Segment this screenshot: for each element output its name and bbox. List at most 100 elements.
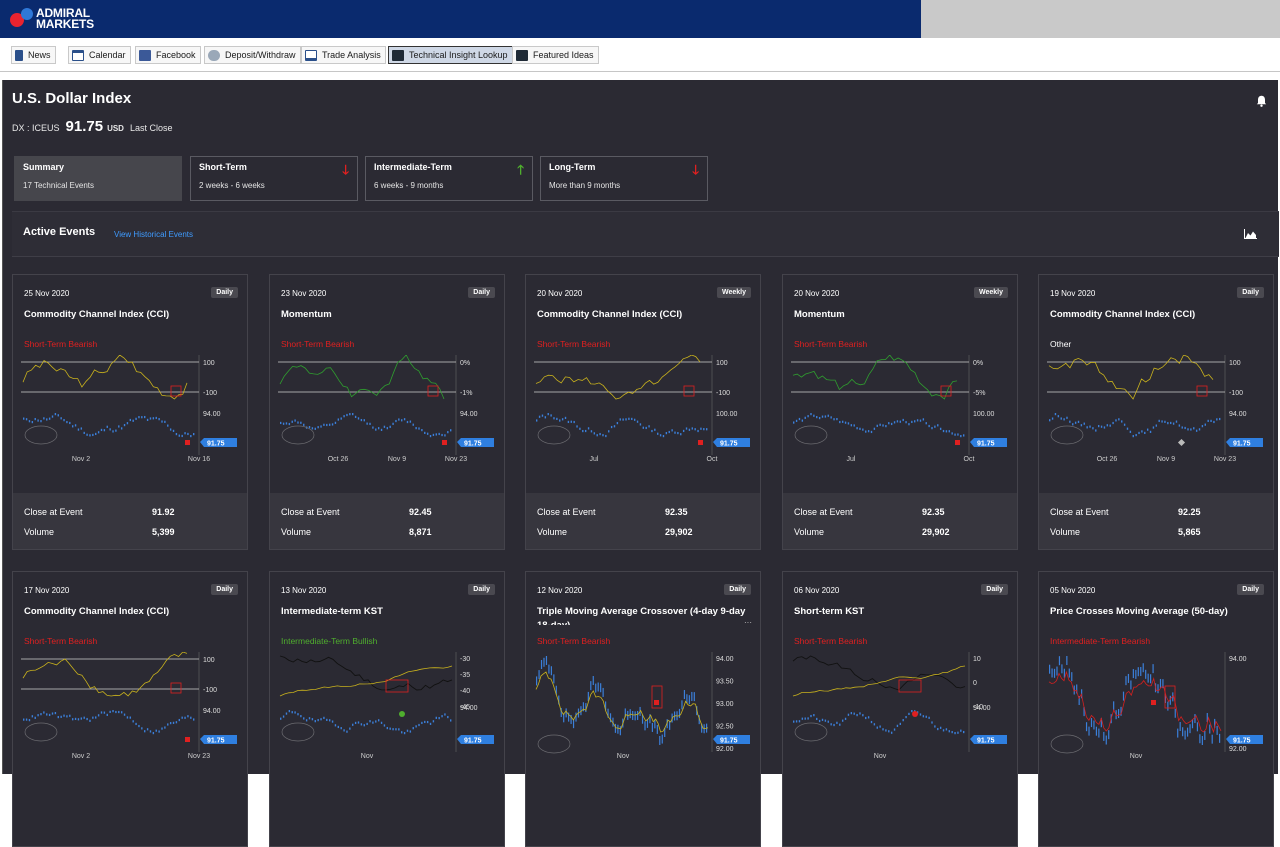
price-bar [824, 415, 827, 418]
event-title: Commodity Channel Index (CCI) [1050, 309, 1196, 320]
price-bar [349, 727, 351, 730]
last-price-label: 91.75 [464, 441, 482, 448]
price-bar [706, 428, 708, 431]
trade-analysis-button[interactable]: Trade Analysis [301, 46, 386, 64]
volume-value: 29,902 [665, 527, 693, 537]
last-price-tag [457, 438, 494, 447]
view-historical-events-link[interactable]: View Historical Events [114, 230, 193, 239]
calendar-button[interactable]: Calendar [68, 46, 131, 64]
event-card[interactable]: 19 Nov 2020 Daily Commodity Channel Index … [1038, 274, 1274, 550]
tab-summary[interactable]: Summary 17 Technical Events [14, 156, 182, 201]
x-tick-label: Nov 2 [72, 753, 90, 760]
price-bar [1072, 423, 1074, 426]
price-bar [813, 714, 815, 717]
price-bar [138, 724, 140, 728]
price-bar [659, 736, 661, 745]
price-bar [659, 434, 662, 437]
price-bar [677, 431, 679, 435]
price-bar [340, 727, 342, 730]
event-card[interactable]: 23 Nov 2020 Daily Momentum Short-Term Beari… [269, 274, 505, 550]
price-bar [899, 420, 902, 423]
price-bar [377, 427, 380, 430]
featured-ideas-button[interactable]: Featured Ideas [512, 46, 599, 64]
price-tick-label: 94.00 [203, 411, 221, 418]
event-title: Commodity Channel Index (CCI) [24, 309, 170, 320]
trade-analysis-label: Trade Analysis [322, 50, 381, 60]
price-bar [1216, 725, 1218, 735]
price-bar [314, 720, 316, 723]
price-bar [850, 424, 853, 427]
price-bar [406, 420, 409, 424]
price-bar [888, 422, 890, 425]
price-bar [323, 423, 325, 426]
price-bar [1063, 418, 1065, 421]
price-bar [57, 414, 59, 417]
price-bar [28, 420, 31, 423]
bell-icon[interactable] [1256, 95, 1267, 107]
price-bar [337, 418, 340, 421]
price-bar [882, 728, 884, 731]
event-card[interactable]: 20 Nov 2020 Weekly Momentum Short-Term Bear… [782, 274, 1018, 550]
price-bar [334, 724, 337, 727]
price-bar [155, 729, 157, 732]
price-bar [167, 424, 169, 427]
price-bar [184, 716, 186, 719]
watermark-logo [1050, 425, 1084, 445]
watermark-logo [794, 425, 828, 445]
tab-short-term[interactable]: Short-Term 2 weeks - 6 weeks 🡓 [190, 156, 358, 201]
x-tick-label: Nov [874, 753, 887, 760]
event-card[interactable]: 17 Nov 2020 Daily Commodity Channel Index … [12, 571, 248, 847]
price-bar [294, 419, 296, 422]
admiral-markets-logo[interactable]: ADMIRAL MARKETS [8, 6, 94, 32]
price-bar [1083, 707, 1085, 717]
tab-long-term[interactable]: Long-Term More than 9 months 🡓 [540, 156, 708, 201]
price-bar [685, 427, 688, 430]
event-card[interactable]: 20 Nov 2020 Weekly Commodity Channel Index… [525, 274, 761, 550]
price-bar [1080, 424, 1083, 427]
frequency-badge: Daily [981, 584, 1008, 595]
price-bar [120, 711, 123, 714]
price-bar [937, 424, 939, 427]
price-bar [954, 732, 956, 735]
indicator-tick-label: 92.00 [716, 746, 734, 753]
price-bar [54, 711, 57, 715]
facebook-button[interactable]: Facebook [135, 46, 201, 64]
price-bar [103, 711, 106, 714]
news-button[interactable]: News [11, 46, 56, 64]
tab-intermediate-term[interactable]: Intermediate-Term 6 weeks - 9 months 🡑 [365, 156, 533, 201]
price-bar [37, 419, 39, 422]
event-card[interactable]: 06 Nov 2020 Daily Short-term KST Short-Term… [782, 571, 1018, 847]
event-card[interactable]: 05 Nov 2020 Daily Price Crosses Moving Ave… [1038, 571, 1274, 847]
price-bar [925, 422, 927, 425]
price-bar [607, 708, 609, 718]
price-bar [403, 418, 406, 421]
price-bar [112, 430, 114, 433]
last-price-tag [970, 735, 1007, 744]
price-bar [106, 425, 108, 428]
price-bar [398, 418, 400, 421]
price-bar [628, 417, 630, 420]
price-bar [164, 726, 166, 729]
price-bar [657, 432, 659, 435]
technical-insight-lookup-button[interactable]: Technical Insight Lookup [388, 46, 513, 64]
price-bar [1086, 426, 1088, 429]
price-bar [599, 432, 601, 436]
event-title: Short-term KST [794, 606, 865, 617]
event-card[interactable]: 12 Nov 2020 Daily Triple Moving Average Cr… [525, 571, 761, 847]
deposit-withdraw-button[interactable]: Deposit/Withdraw [204, 46, 301, 64]
event-title: Triple Moving Average Crossover (4-day 9… [537, 606, 746, 625]
last-price-tag [713, 735, 750, 744]
price-bar [193, 718, 195, 721]
price-bar [543, 657, 545, 667]
price-bar [1181, 426, 1183, 429]
price-bar [60, 715, 62, 718]
more-icon[interactable]: ··· [744, 618, 752, 627]
x-tick-label: Nov 2 [72, 456, 90, 463]
price-bar [1135, 669, 1137, 679]
price-bar [135, 417, 137, 420]
event-card[interactable]: 13 Nov 2020 Daily Intermediate-term KST Int… [269, 571, 505, 847]
price-bar [1132, 669, 1134, 679]
event-card[interactable]: 25 Nov 2020 Daily Commodity Channel Index … [12, 274, 248, 550]
price-bar [818, 416, 821, 420]
area-chart-icon[interactable] [1244, 229, 1257, 239]
